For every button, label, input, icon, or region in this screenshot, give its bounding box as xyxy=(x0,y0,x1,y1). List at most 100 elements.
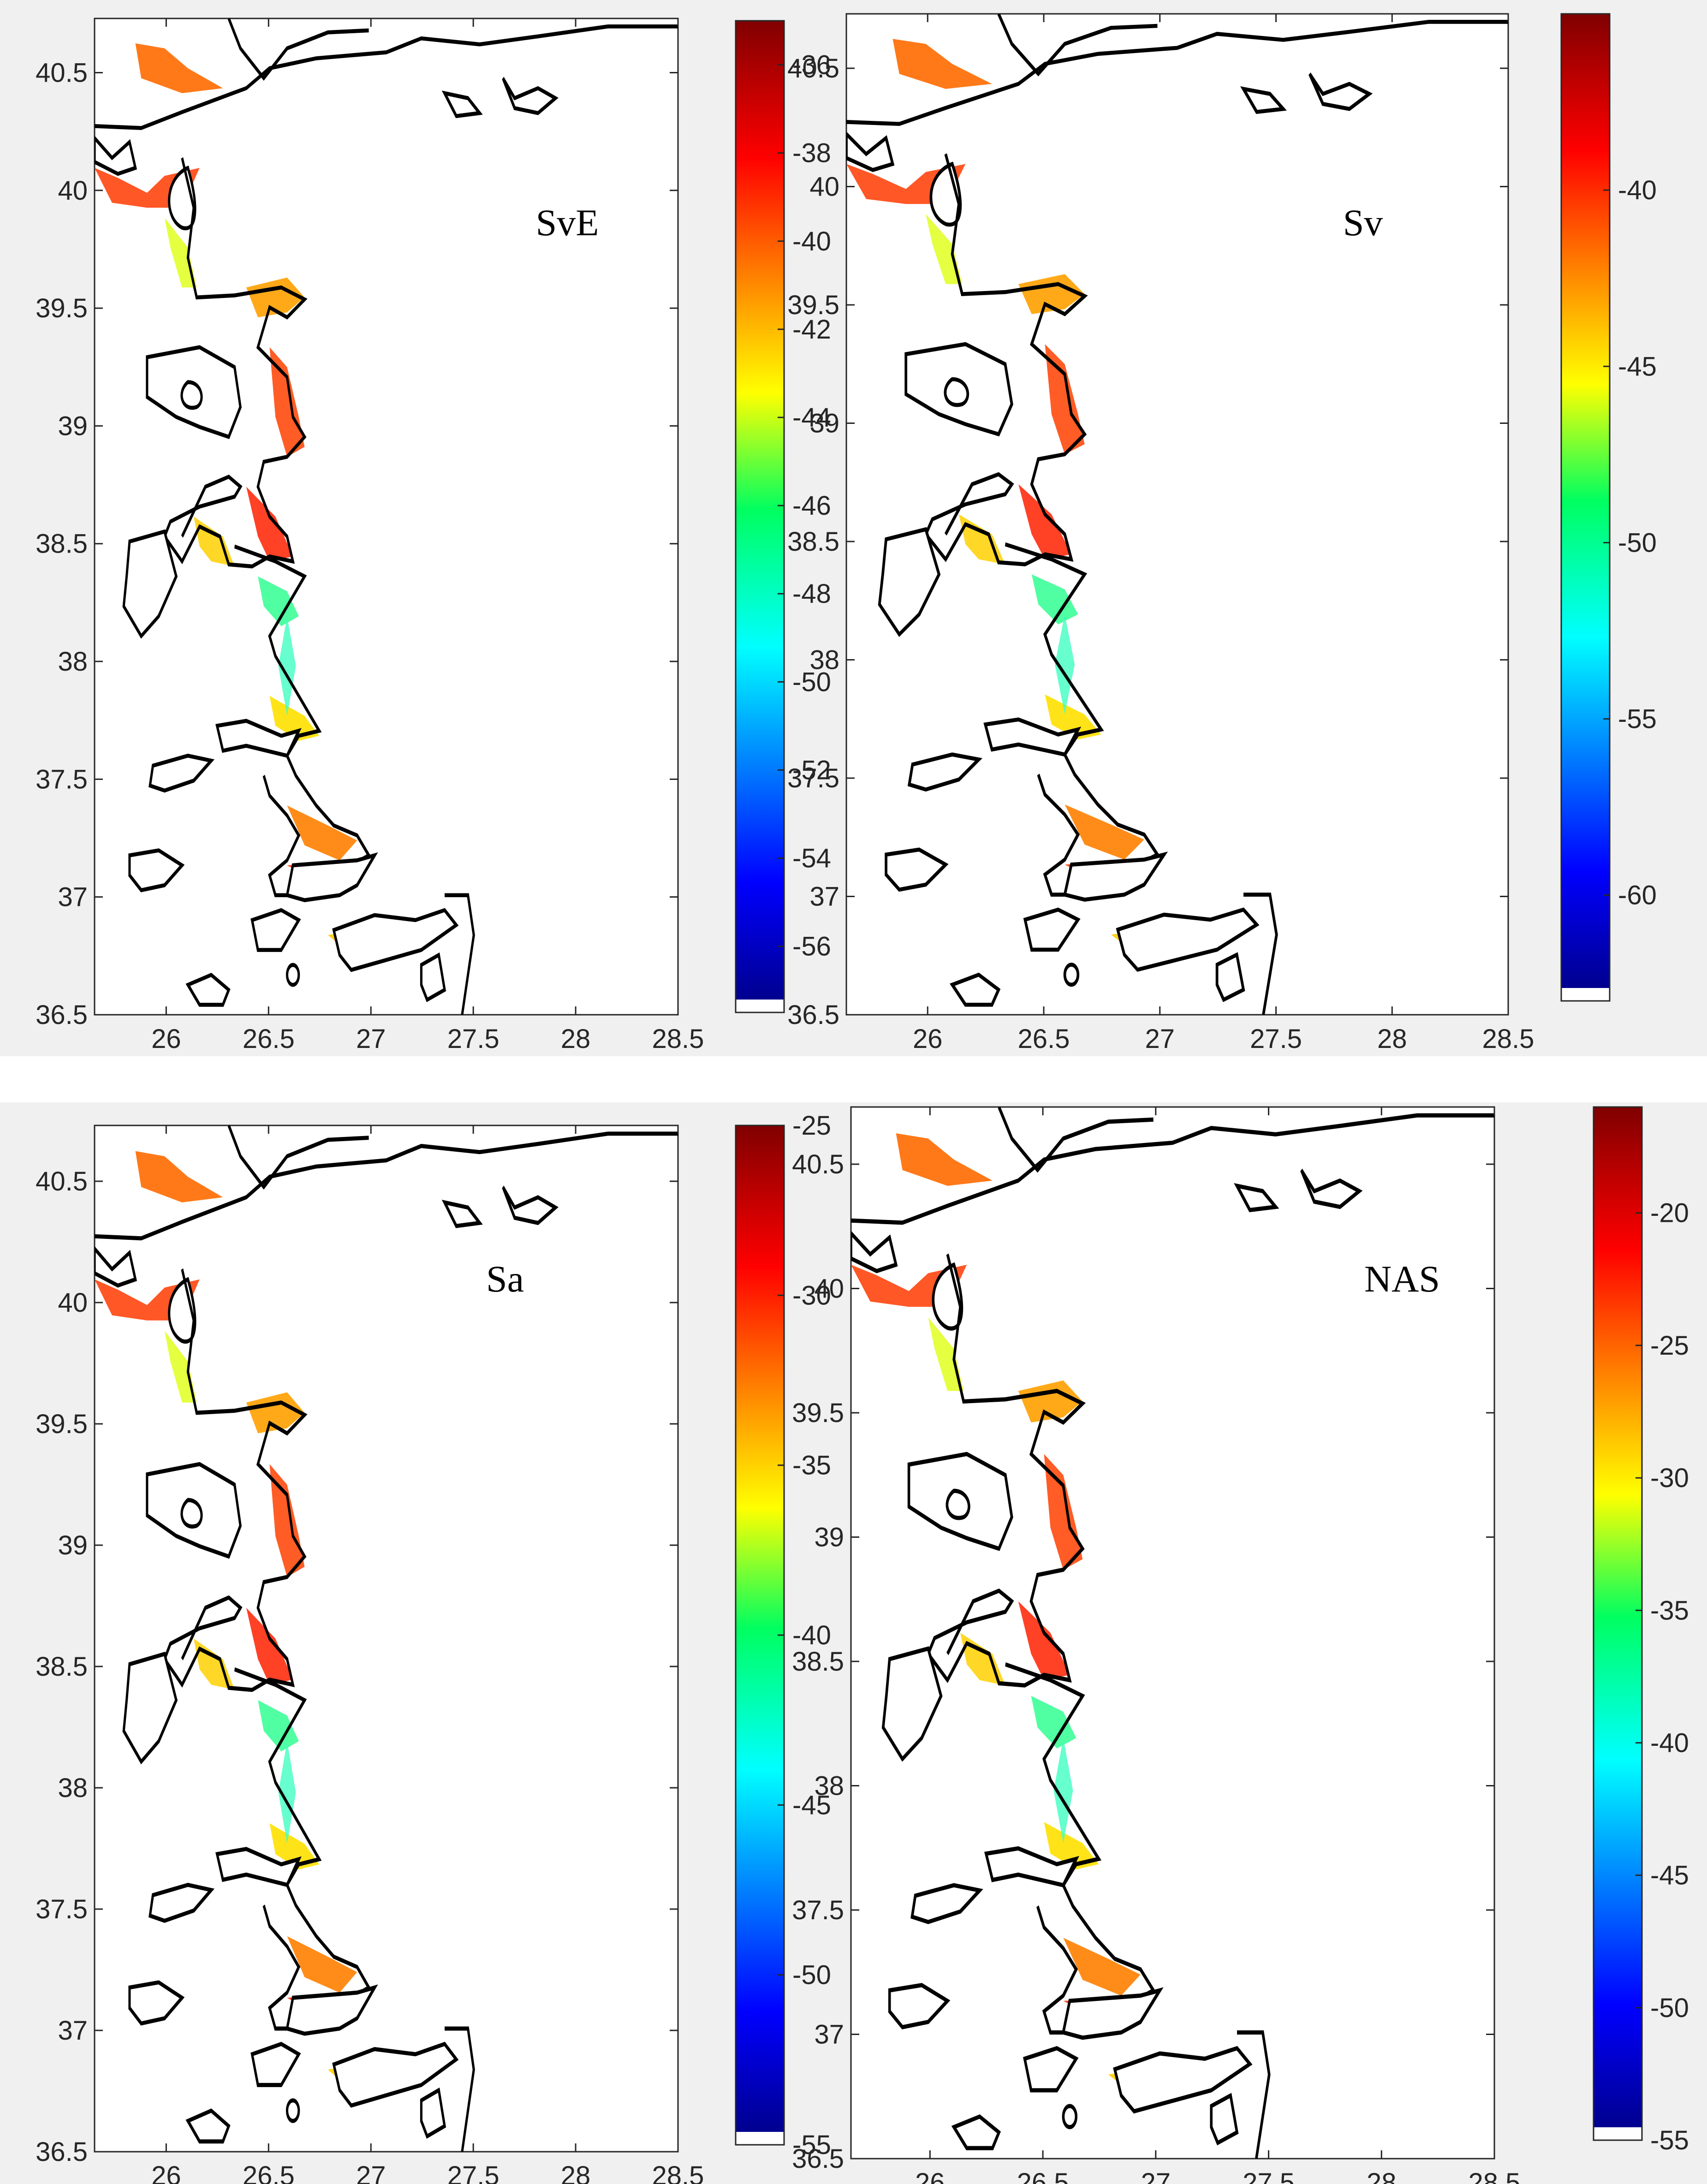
colorbar-tick-label: -50 xyxy=(1618,528,1657,558)
colorbar-tick-label: -55 xyxy=(1650,2125,1689,2155)
colorbar-tick-label: -35 xyxy=(1650,1595,1689,1625)
x-tick-label: 27.5 xyxy=(447,2161,500,2184)
colorbar-gradient xyxy=(736,21,784,1000)
x-tick-label: 26 xyxy=(915,2168,945,2184)
colorbar-nan-swatch xyxy=(1561,988,1610,1001)
colorbar-tick-label: -54 xyxy=(792,844,831,874)
panel-sve: 26 26.5 27 27.5 28 28.5 36.5 37 37.5 38 38.5 39 39.5… xyxy=(36,18,831,1054)
colorbar-tick-label: -46 xyxy=(792,491,831,521)
x-tick-label: 27.5 xyxy=(1243,2168,1295,2184)
colorbar-frame xyxy=(735,20,785,1013)
y-tick-label: 40 xyxy=(58,1288,88,1318)
colorbar-tick-label: -52 xyxy=(792,755,831,785)
x-tick-label: 28 xyxy=(1377,1024,1407,1054)
y-tick-label: 40 xyxy=(814,1274,844,1303)
y-tick-label: 38.5 xyxy=(36,529,88,559)
colorbar-tick-label: -55 xyxy=(792,2130,831,2160)
panel-nas: 26 26.5 27 27.5 28 28.5 36.5 37 37.5 38 38.5 39 39.5… xyxy=(792,1106,1689,2184)
y-tick-label: 38 xyxy=(58,647,88,677)
colorbar-tick-label: -25 xyxy=(792,1111,831,1141)
colorbar-tick-label: -60 xyxy=(1618,881,1657,910)
y-tick-label: 38 xyxy=(814,1771,844,1801)
y-tick-label: 38 xyxy=(58,1773,88,1803)
y-tick-label: 37.5 xyxy=(787,763,839,793)
colorbar-gradient xyxy=(1561,14,1610,988)
panel-sa: 26 26.5 27 27.5 28 28.5 36.5 37 37.5 38 38.5 39 39.5… xyxy=(36,1111,831,2184)
x-tick-label: 28 xyxy=(561,1024,591,1054)
y-tick-label: 39.5 xyxy=(792,1398,844,1428)
x-tick-label: 26 xyxy=(151,2161,181,2184)
y-tick-label: 40 xyxy=(58,176,88,206)
colorbar-tick-label: -38 xyxy=(792,138,831,168)
panel-label: Sv xyxy=(1343,202,1383,244)
y-tick-label: 39 xyxy=(58,1530,88,1560)
colorbar-tick-label: -48 xyxy=(792,579,831,609)
panels-layer: 26 26.5 27 27.5 28 28.5 36.5 37 37.5 38 38.5 39 39.5… xyxy=(36,13,1689,2184)
colorbar-tick-label: -40 xyxy=(1618,175,1657,205)
y-tick-label: 38.5 xyxy=(787,527,839,557)
x-tick-label: 26.5 xyxy=(1017,2168,1069,2184)
x-tick-label: 27 xyxy=(356,1024,386,1054)
colorbar-tick-label: -42 xyxy=(792,315,831,345)
y-tick-label: 38.5 xyxy=(36,1652,88,1682)
x-tick-label: 26 xyxy=(913,1024,943,1054)
x-tick-label: 27 xyxy=(1141,2168,1171,2184)
x-tick-label: 28 xyxy=(1367,2168,1397,2184)
x-tick-label: 28.5 xyxy=(652,2161,704,2184)
x-tick-label: 27 xyxy=(356,2161,386,2184)
colorbar-gradient xyxy=(1594,1107,1642,2127)
colorbar-nan-swatch xyxy=(736,2132,784,2145)
colorbar-tick-label: -30 xyxy=(1650,1463,1689,1493)
colorbar-frame xyxy=(1593,1106,1643,2141)
y-tick-label: 36.5 xyxy=(36,2137,88,2167)
x-tick-label: 28.5 xyxy=(652,1024,704,1054)
x-tick-label: 26.5 xyxy=(243,2161,295,2184)
colorbar-tick-label: -30 xyxy=(792,1280,831,1310)
colorbar-tick-label: -50 xyxy=(1650,1993,1689,2023)
y-tick-label: 40.5 xyxy=(792,1149,844,1179)
x-tick-label: 28.5 xyxy=(1469,2168,1521,2184)
y-tick-label: 37.5 xyxy=(36,764,88,794)
y-tick-label: 37 xyxy=(58,2016,88,2046)
y-tick-label: 37.5 xyxy=(792,1895,844,1925)
panel-label: Sa xyxy=(486,1258,524,1300)
y-tick-label: 39.5 xyxy=(36,293,88,323)
y-tick-label: 39 xyxy=(58,411,88,441)
y-tick-label: 40.5 xyxy=(36,58,88,88)
colorbar-gradient xyxy=(736,1125,784,2132)
panel-label: SvE xyxy=(536,202,599,244)
colorbar-frame xyxy=(1560,13,1611,1002)
y-tick-label: 40.5 xyxy=(787,54,839,83)
colorbar-tick-label: -50 xyxy=(792,1960,831,1990)
x-tick-label: 26.5 xyxy=(243,1024,295,1054)
colorbar-tick-label: -56 xyxy=(792,932,831,962)
colorbar-tick-label: -45 xyxy=(1618,351,1657,381)
y-tick-label: 39 xyxy=(814,1522,844,1552)
panel-label: NAS xyxy=(1364,1258,1440,1300)
x-tick-label: 27 xyxy=(1145,1024,1175,1054)
colorbar-tick-label: -45 xyxy=(792,1790,831,1820)
y-tick-label: 37.5 xyxy=(36,1894,88,1924)
colorbar-tick-label: -50 xyxy=(792,667,831,697)
panel-sv: 26 26.5 27 27.5 28 28.5 36.5 37 37.5 38 38.5 39 39.5… xyxy=(787,13,1657,1054)
x-tick-label: 28 xyxy=(561,2161,591,2184)
colorbar-tick-label: -35 xyxy=(792,1451,831,1481)
colorbar-tick-label: -40 xyxy=(792,226,831,256)
y-tick-label: 38.5 xyxy=(792,1647,844,1677)
y-tick-label: 37 xyxy=(814,2019,844,2049)
y-tick-label: 39.5 xyxy=(36,1409,88,1439)
x-tick-label: 26 xyxy=(151,1024,181,1054)
y-tick-label: 39 xyxy=(809,408,839,438)
x-tick-label: 28.5 xyxy=(1482,1024,1535,1054)
y-tick-label: 38 xyxy=(809,645,839,675)
y-tick-label: 39.5 xyxy=(787,290,839,320)
colorbar-tick-label: -55 xyxy=(1618,704,1657,734)
x-tick-label: 27.5 xyxy=(1250,1024,1302,1054)
colorbar-tick-label: -36 xyxy=(792,50,831,80)
y-tick-label: 36.5 xyxy=(36,1000,88,1030)
y-tick-label: 36.5 xyxy=(787,1000,839,1030)
colorbar-tick-label: -45 xyxy=(1650,1861,1689,1891)
y-tick-label: 40 xyxy=(809,172,839,202)
colorbar-tick-label: -44 xyxy=(792,403,831,433)
y-tick-label: 37 xyxy=(58,882,88,912)
